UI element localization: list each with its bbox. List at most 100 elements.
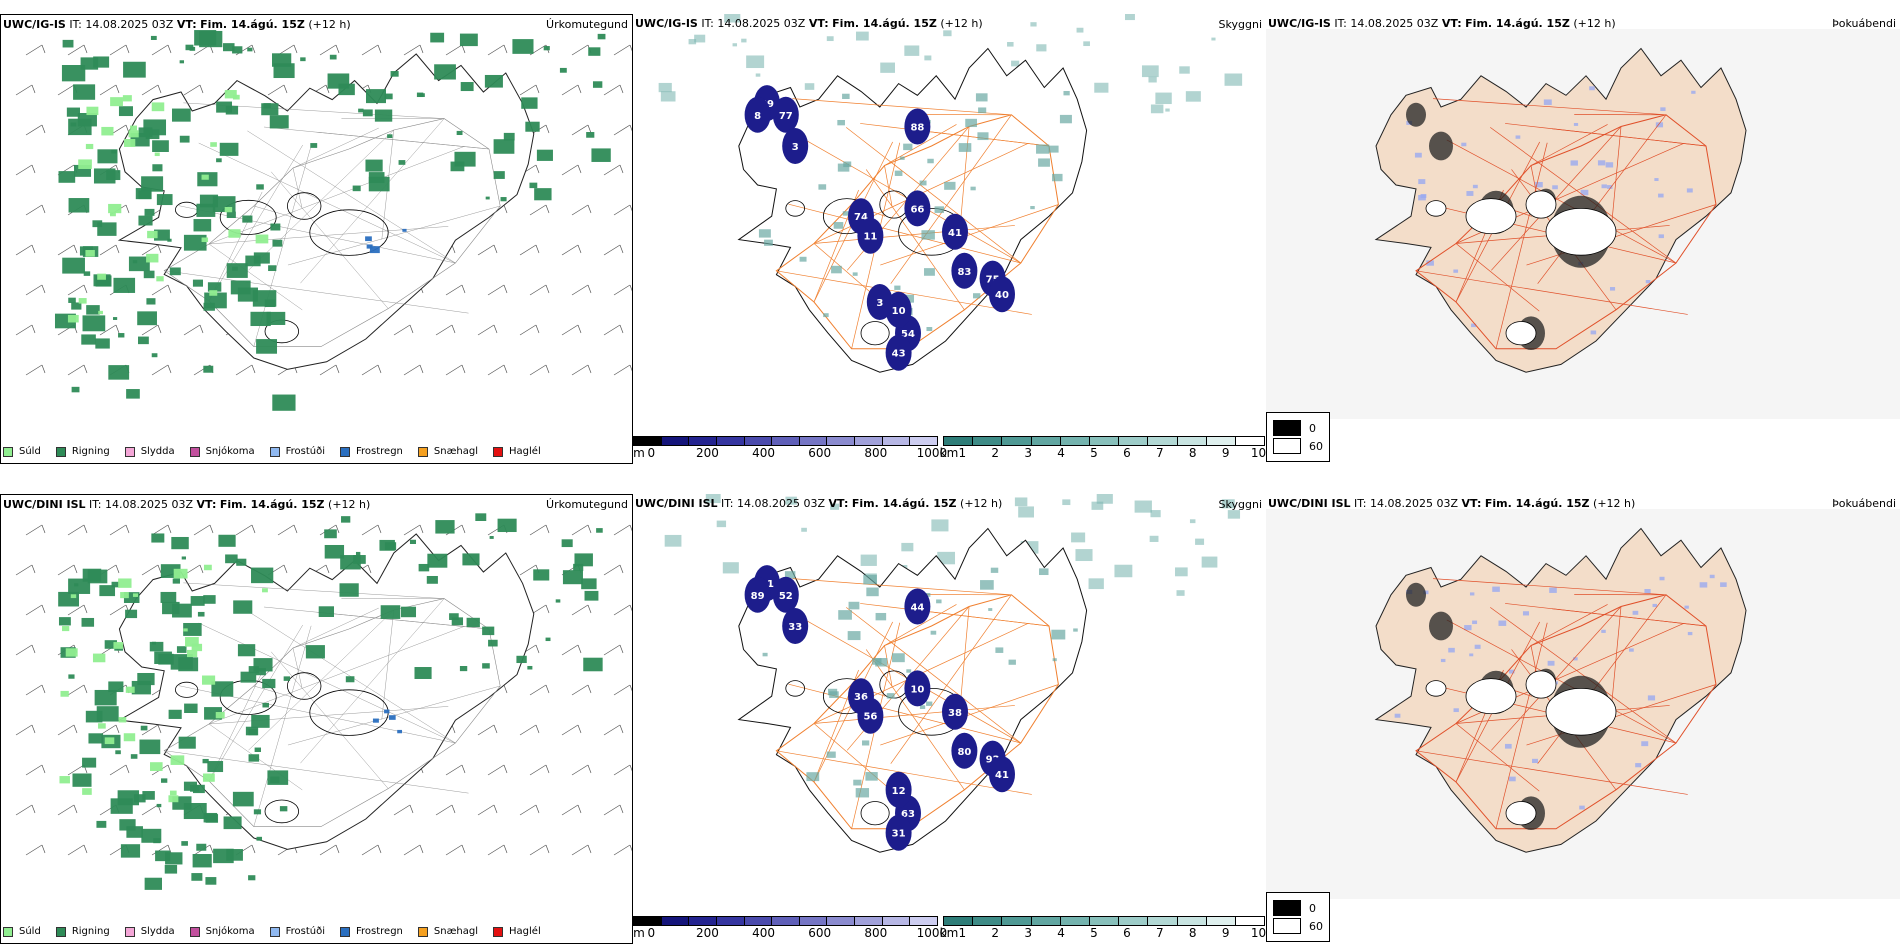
rain-area — [273, 63, 295, 79]
colorbar-tick: 9 — [1221, 446, 1230, 460]
drizzle-area — [59, 776, 70, 784]
wind-barb-tick — [335, 524, 340, 534]
visibility-area — [1091, 501, 1104, 510]
legend-swatch — [3, 446, 13, 457]
cloud-base-value: 66 — [910, 204, 924, 215]
legend-label: Frostregn — [356, 926, 403, 937]
fog-legend: 0 60 — [1266, 892, 1330, 942]
rain-area — [456, 130, 463, 136]
visibility-area — [755, 73, 761, 77]
river-line — [1686, 188, 1693, 193]
river-line — [1659, 576, 1665, 581]
rain-area — [132, 260, 138, 264]
wind-barb-tick — [535, 84, 540, 94]
visibility-area — [919, 180, 927, 186]
rain-area — [203, 365, 214, 373]
colorbar-tick: 1000 — [916, 446, 948, 460]
visibility-area — [1149, 535, 1159, 542]
visibility-area — [921, 230, 935, 240]
low-cloud-base-area — [951, 732, 978, 769]
river-line — [1641, 741, 1649, 747]
drizzle-area — [201, 237, 209, 243]
visibility-area — [924, 268, 935, 276]
rain-area — [493, 171, 505, 179]
river-line — [1549, 587, 1557, 593]
drizzle-area — [130, 125, 137, 131]
wind-barb — [319, 844, 337, 856]
fog-map-dini — [1266, 509, 1900, 899]
wind-barb-tick — [461, 764, 466, 774]
wind-barb — [151, 44, 169, 56]
rain-area — [503, 132, 515, 141]
wind-barb-tick — [83, 44, 88, 54]
visibility-area — [1179, 66, 1190, 74]
wind-barb-tick — [377, 364, 382, 374]
rain-area — [164, 864, 178, 874]
wind-barb — [403, 844, 421, 856]
visibility-area — [899, 156, 905, 160]
glacier-outline — [309, 209, 389, 256]
rain-area — [374, 109, 393, 122]
rain-area — [414, 667, 432, 679]
legend-label: Frostregn — [356, 446, 403, 457]
legend-item: Frostregn — [340, 446, 403, 457]
drizzle-area — [60, 690, 69, 697]
wind-barb-tick — [419, 524, 424, 534]
rain-area — [144, 877, 162, 890]
wind-barb — [67, 44, 85, 56]
legend-label: Slydda — [140, 446, 175, 457]
wind-barb — [25, 44, 43, 56]
wind-barb — [151, 284, 169, 296]
rain-area — [339, 583, 359, 597]
colorbar-tick: 4 — [1057, 446, 1065, 460]
legend-swatch — [55, 446, 66, 457]
panel-type-label: Úrkomutegund — [546, 18, 628, 31]
rain-area — [305, 645, 325, 659]
visibility-area — [758, 229, 771, 238]
river-line — [1426, 260, 1434, 266]
colorbar-tick: 2 — [991, 926, 1000, 940]
visibility-area — [1201, 556, 1218, 568]
wind-barb — [571, 284, 589, 296]
wind-barb-tick — [209, 524, 214, 534]
rain-area — [161, 778, 168, 783]
road-line — [287, 205, 501, 266]
river-line — [1471, 323, 1477, 328]
road-line — [1490, 127, 1677, 264]
colorbar-tick: 10 — [1250, 446, 1266, 460]
wind-barb-tick — [41, 124, 46, 134]
glacier-outline — [264, 799, 299, 824]
rain-area — [143, 270, 155, 279]
wind-barb-tick — [451, 724, 456, 734]
drizzle-area — [78, 298, 87, 304]
rain-area — [225, 554, 238, 564]
wind-barb — [603, 324, 621, 336]
legend-swatch — [124, 446, 135, 457]
visibility-area — [830, 503, 840, 510]
wind-barb-tick — [419, 364, 424, 374]
road-line — [300, 118, 445, 284]
rain-area — [256, 184, 264, 190]
glacier-outline — [1545, 208, 1617, 256]
wind-barb — [25, 284, 43, 296]
rain-area — [300, 57, 306, 62]
road-line — [776, 270, 1032, 315]
rain-area — [152, 164, 163, 172]
visibility-area — [1150, 104, 1164, 114]
rain-area — [123, 592, 140, 603]
road-line — [880, 204, 1059, 266]
colorbar-tick: 10 — [1250, 926, 1266, 940]
fog-area — [1406, 102, 1426, 127]
rain-area — [592, 81, 603, 88]
wind-barb — [15, 804, 33, 816]
visibility-area — [1141, 65, 1159, 78]
wind-barb — [361, 364, 379, 376]
road-line — [813, 705, 1015, 724]
visibility-area — [823, 313, 829, 318]
drizzle-area — [62, 626, 70, 632]
river-line — [1515, 135, 1521, 139]
drizzle-area — [173, 568, 188, 579]
legend-label: Frostúði — [285, 926, 325, 937]
visibility-area — [1083, 41, 1090, 47]
visibility-area — [842, 93, 850, 99]
